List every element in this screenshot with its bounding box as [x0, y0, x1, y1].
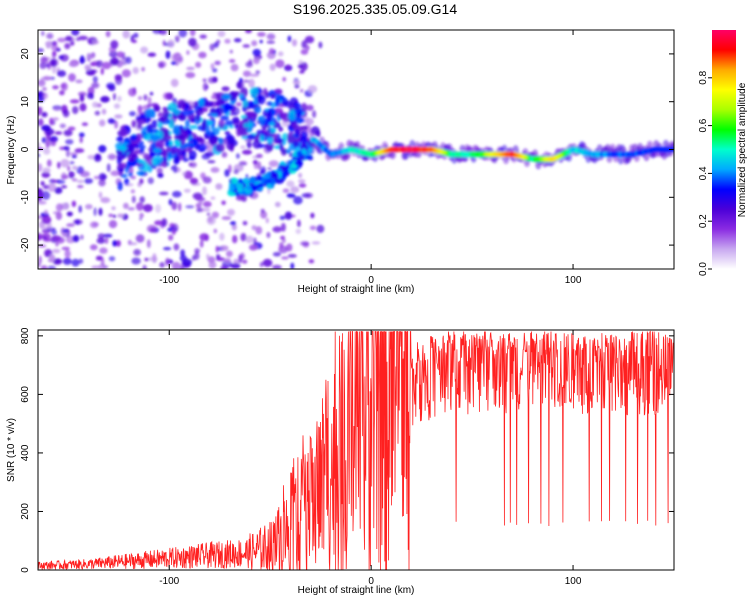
snr-line-layer [38, 330, 674, 570]
spectrogram-y-tick-label: 10 [20, 96, 31, 108]
spectrogram-y-axis-label: Frequency (Hz) [6, 116, 17, 185]
colorbar-ticks: 0.0 0.2 0.4 0.6 0.8 [698, 70, 712, 276]
snr-y-tick-label: 200 [20, 503, 31, 520]
snr-x-axis-label: Height of straight line (km) [298, 585, 415, 596]
snr-x-tick-label: 100 [565, 576, 582, 587]
snr-y-axis-label: SNR (10 * v/v) [6, 418, 17, 482]
colorbar-tick-label: 0.8 [698, 70, 709, 84]
colorbar-label: Normalized spectral amplitude [737, 82, 748, 217]
spectrogram-y-tick-label: 0 [20, 146, 31, 152]
snr-x-tick-label: 0 [368, 576, 374, 587]
snr-frame [37, 329, 675, 571]
spectrogram-heat-layer [38, 30, 674, 269]
colorbar-tick-label: 0.2 [698, 214, 709, 228]
chart-title: S196.2025.335.05.09.G14 [293, 1, 457, 17]
spectrogram-y-tick-label: -20 [20, 237, 31, 252]
spectrogram-x-tick-label: -100 [159, 275, 179, 286]
spectrogram-x-axis-label: Height of straight line (km) [298, 284, 415, 295]
snr-y-tick-label: 0 [20, 567, 31, 573]
snr-line [38, 330, 674, 570]
colorbar-tick-label: 0.0 [698, 262, 709, 276]
colorbar: 0.0 0.2 0.4 0.6 0.8 Normalized spectral ampl… [698, 30, 748, 276]
spectrogram-y-tick-label: -10 [20, 190, 31, 205]
snr-y-tick-label: 400 [20, 444, 31, 461]
colorbar-tick-label: 0.4 [698, 166, 709, 180]
spectrogram-y-tick-label: 20 [20, 48, 31, 60]
snr-x-tick-label: -100 [159, 576, 179, 587]
snr-y-tick-label: 600 [20, 386, 31, 403]
spectrogram-x-tick-label: 0 [368, 275, 374, 286]
colorbar-gradient [712, 30, 736, 269]
snr-y-tick-label: 800 [20, 327, 31, 344]
colorbar-tick-label: 0.6 [698, 118, 709, 132]
spectrogram-x-tick-label: 100 [565, 275, 582, 286]
snr-panel: -100 0 100 0 200 400 600 800 Height of straight… [6, 327, 675, 596]
snr-ticks: -100 0 100 0 200 400 600 800 [20, 327, 674, 587]
